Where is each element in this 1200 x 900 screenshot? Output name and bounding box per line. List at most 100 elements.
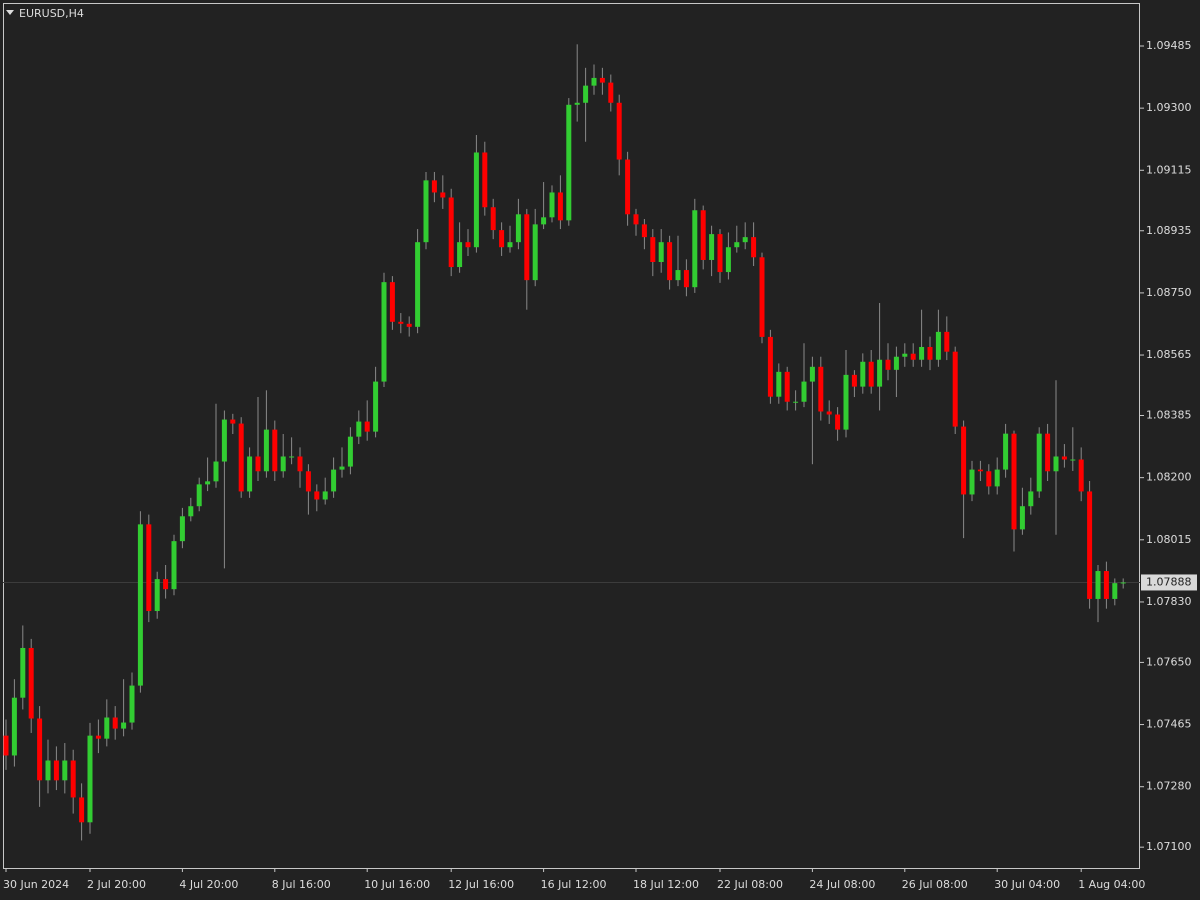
- y-tick-label: 1.08750: [1146, 286, 1192, 299]
- candle-body: [725, 247, 731, 273]
- candle-body: [205, 481, 211, 485]
- candle-body: [591, 77, 597, 86]
- candle-body: [490, 207, 496, 231]
- candle-body: [373, 381, 379, 432]
- candle-body: [1103, 571, 1109, 599]
- x-tick-label: 2 Jul 20:00: [87, 878, 146, 891]
- chart-title: EURUSD,H4: [19, 7, 84, 20]
- candle-body: [104, 717, 110, 739]
- candle-body: [482, 152, 488, 208]
- y-tick-label: 1.07830: [1146, 595, 1192, 608]
- candle-body: [625, 159, 631, 215]
- candle-body: [507, 242, 513, 248]
- x-tick-label: 10 Jul 16:00: [364, 878, 430, 891]
- x-tick-label: 18 Jul 12:00: [633, 878, 699, 891]
- candle-body: [1120, 582, 1126, 584]
- candle-body: [1003, 433, 1009, 470]
- candle-body: [95, 735, 101, 739]
- candle-body: [37, 718, 43, 781]
- y-tick-label: 1.09300: [1146, 101, 1192, 114]
- candle-body: [709, 234, 715, 260]
- candle-body: [1045, 433, 1051, 472]
- candle-body: [767, 336, 773, 397]
- candle-body: [1019, 506, 1025, 530]
- y-tick-label: 1.07280: [1146, 780, 1192, 793]
- candle-body: [364, 421, 370, 432]
- candle-body: [28, 647, 34, 719]
- x-tick-label: 22 Jul 08:00: [717, 878, 783, 891]
- candle-body: [70, 760, 76, 798]
- candle-body: [961, 426, 967, 495]
- candle-body: [809, 366, 815, 382]
- y-tick-label: 1.07100: [1146, 840, 1192, 853]
- candle-body: [121, 722, 127, 729]
- candle-body: [11, 697, 17, 756]
- candle-body: [1061, 456, 1067, 460]
- candle-body: [473, 152, 479, 248]
- symbol-toggle[interactable]: [6, 10, 14, 15]
- candle-body: [658, 242, 664, 262]
- candle-body: [146, 524, 152, 612]
- candle-body: [1087, 491, 1093, 599]
- y-tick-label: 1.08565: [1146, 348, 1192, 361]
- plot-frame: [3, 3, 1140, 869]
- candle-body: [406, 323, 412, 327]
- candle-body: [977, 469, 983, 472]
- candle-body: [381, 282, 387, 382]
- candle-body: [877, 359, 883, 387]
- current-price-label: 1.07888: [1146, 575, 1192, 588]
- x-tick-label: 26 Jul 08:00: [902, 878, 968, 891]
- candle-body: [793, 401, 799, 403]
- x-tick-label: 4 Jul 20:00: [179, 878, 238, 891]
- candle-body: [255, 456, 261, 472]
- y-tick-label: 1.07650: [1146, 655, 1192, 668]
- candle-body: [583, 85, 589, 103]
- candle-body: [1078, 459, 1084, 492]
- candle-body: [751, 237, 757, 258]
- candle-body: [45, 760, 51, 781]
- candle-body: [843, 374, 849, 430]
- candle-body: [776, 371, 782, 397]
- candle-body: [305, 471, 311, 492]
- candle-body: [221, 419, 227, 462]
- candle-body: [247, 456, 253, 492]
- candle-body: [700, 210, 706, 260]
- candle-body: [1095, 571, 1101, 599]
- candle-body: [1053, 456, 1059, 472]
- current-price-box: [1141, 574, 1197, 591]
- candle-body: [196, 484, 202, 507]
- candle-body: [230, 419, 236, 424]
- candle-body: [3, 735, 9, 756]
- candle-body: [616, 102, 622, 160]
- candle-body: [919, 346, 925, 360]
- candle-body: [280, 456, 286, 472]
- candle-body: [1036, 433, 1042, 492]
- candle-body: [62, 760, 68, 781]
- candle-body: [868, 361, 874, 387]
- candle-body: [557, 192, 563, 221]
- candle-body: [944, 331, 950, 352]
- y-tick-label: 1.08200: [1146, 471, 1192, 484]
- candle-body: [927, 346, 933, 360]
- candle-body: [515, 214, 521, 243]
- candle-body: [465, 242, 471, 248]
- candle-body: [179, 516, 185, 542]
- candle-body: [667, 242, 673, 281]
- candle-body: [154, 579, 160, 612]
- x-tick-label: 8 Jul 16:00: [272, 878, 331, 891]
- candle-body: [574, 102, 580, 105]
- y-tick-label: 1.09115: [1146, 163, 1192, 176]
- candle-body: [213, 461, 219, 482]
- candle-body: [499, 230, 505, 248]
- candle-body: [171, 541, 177, 590]
- candle-body: [163, 579, 169, 590]
- candle-body: [1028, 491, 1034, 507]
- candle-body: [599, 77, 605, 83]
- candle-body: [1070, 459, 1076, 461]
- candle-body: [675, 270, 681, 281]
- candle-body: [801, 381, 807, 402]
- candle-body: [263, 429, 269, 472]
- x-tick-label: 30 Jul 04:00: [994, 878, 1060, 891]
- candle-body: [457, 242, 463, 268]
- y-tick-label: 1.08385: [1146, 409, 1192, 422]
